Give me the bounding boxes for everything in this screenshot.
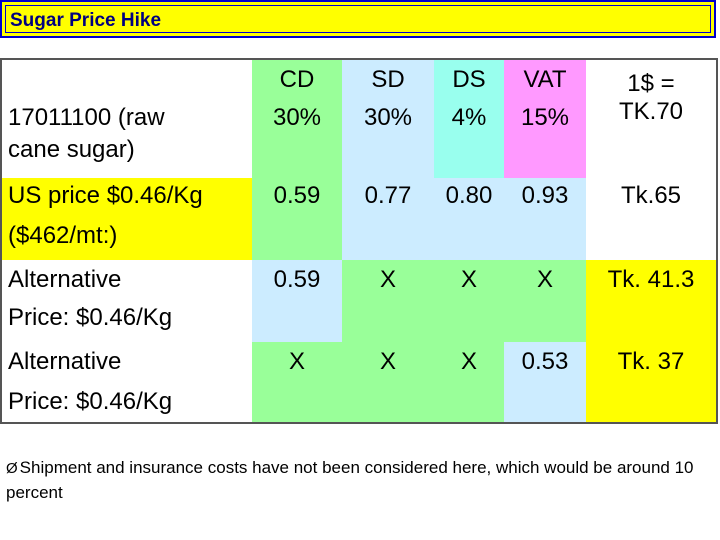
row-us-ds-cell <box>434 178 504 260</box>
header-label-cell <box>2 60 252 178</box>
header-ds-cell <box>434 60 504 178</box>
product-code-line2: cane sugar) <box>8 136 135 163</box>
row-alt1-label-line2: Price: $0.46/Kg <box>8 304 173 331</box>
exchange-rate-line2: TK.70 <box>618 98 684 125</box>
row-alt1-mid-cells <box>342 260 586 342</box>
vat-label: VAT <box>523 66 567 93</box>
row-us-sd-cell <box>342 178 434 260</box>
cd-label: CD <box>279 66 315 93</box>
row-alt2-label-line2: Price: $0.46/Kg <box>8 388 173 415</box>
row-alt2-total: Tk. 37 <box>617 348 685 375</box>
row-alt1-ds: X <box>460 266 477 293</box>
sd-pct: 30% <box>363 104 413 131</box>
ds-pct: 4% <box>451 104 487 131</box>
row-alt2-label-cell <box>2 342 252 422</box>
footnote: Ø Shipment and insurance costs have not b… <box>6 456 706 505</box>
title-inner-border <box>5 5 711 33</box>
row-alt1-sd: X <box>379 266 396 293</box>
row-us-vat-cell <box>504 178 586 260</box>
row-us-label-line2: ($462/mt:) <box>8 222 118 249</box>
row-us-total: Tk.65 <box>620 182 682 209</box>
row-alt1-total: Tk. 41.3 <box>607 266 695 293</box>
price-table: CD 30% SD 30% DS 4% VAT 15% 1$ = TK.70 1… <box>0 58 718 424</box>
vat-pct: 15% <box>520 104 570 131</box>
row-us-vat: 0.93 <box>521 182 569 209</box>
row-us-sd: 0.77 <box>364 182 412 209</box>
row-us-label-line1: US price $0.46/Kg <box>8 182 203 209</box>
row-alt1-label-cell <box>2 260 252 342</box>
footnote-text: Shipment and insurance costs have not be… <box>6 458 694 502</box>
row-alt2-label-line1: Alternative <box>8 348 122 375</box>
bullet-arrow-icon: Ø <box>6 460 18 477</box>
exchange-rate-line1: 1$ = <box>627 70 675 97</box>
row-alt1-total-cell <box>586 260 716 342</box>
title-banner: Sugar Price Hike <box>0 0 716 38</box>
row-us-cd-cell <box>252 178 342 260</box>
row-alt2-vat-cell <box>504 342 586 422</box>
row-us-label-cell <box>2 178 252 260</box>
row-us-cd: 0.59 <box>273 182 321 209</box>
row-alt2-total-cell <box>586 342 716 422</box>
product-code-line1: 17011100 (raw <box>8 104 165 131</box>
row-alt2-sd: X <box>379 348 396 375</box>
row-us-total-cell <box>586 178 716 260</box>
row-alt1-label-line1: Alternative <box>8 266 122 293</box>
row-alt1-cd-cell <box>252 260 342 342</box>
row-us-ds: 0.80 <box>445 182 493 209</box>
row-alt2-mid-cells <box>252 342 504 422</box>
cd-pct: 30% <box>272 104 322 131</box>
row-alt1-cd: 0.59 <box>273 266 321 293</box>
header-vat-cell <box>504 60 586 178</box>
header-cd-cell <box>252 60 342 178</box>
header-rate-cell <box>586 60 716 178</box>
row-alt2-vat: 0.53 <box>521 348 569 375</box>
header-sd-cell <box>342 60 434 178</box>
row-alt1-vat: X <box>536 266 553 293</box>
ds-label: DS <box>452 66 486 93</box>
row-alt2-ds: X <box>460 348 477 375</box>
page-title: Sugar Price Hike <box>10 10 162 31</box>
row-alt2-cd: X <box>288 348 305 375</box>
sd-label: SD <box>371 66 405 93</box>
